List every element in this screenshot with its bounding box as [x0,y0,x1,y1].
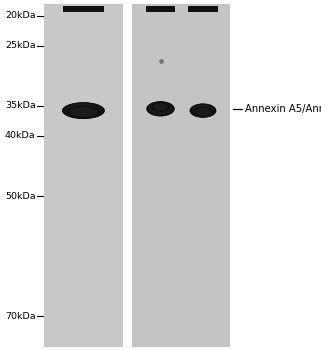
Text: 20kDa: 20kDa [5,11,36,20]
Ellipse shape [148,102,173,116]
Ellipse shape [193,107,213,117]
Ellipse shape [152,103,169,111]
Ellipse shape [190,104,216,117]
Ellipse shape [67,104,100,118]
Ellipse shape [65,103,101,118]
Ellipse shape [152,103,169,112]
Ellipse shape [190,104,216,118]
Ellipse shape [196,108,210,116]
Ellipse shape [146,101,175,117]
Ellipse shape [150,103,171,115]
Ellipse shape [192,104,214,117]
Bar [44,4,123,346]
Ellipse shape [150,103,171,115]
Bar [188,6,218,12]
Ellipse shape [63,103,104,119]
Ellipse shape [153,103,168,111]
Ellipse shape [63,103,104,119]
Ellipse shape [70,107,97,117]
Ellipse shape [147,102,174,116]
Ellipse shape [193,105,213,116]
Ellipse shape [196,108,210,116]
Ellipse shape [154,104,167,111]
Ellipse shape [62,102,105,119]
Ellipse shape [71,107,96,117]
Text: 25kDa: 25kDa [5,41,36,50]
Ellipse shape [68,106,99,117]
Ellipse shape [152,103,169,111]
Ellipse shape [67,104,100,117]
Ellipse shape [148,102,173,116]
Ellipse shape [70,107,97,117]
Ellipse shape [195,107,212,116]
Ellipse shape [152,102,169,112]
Ellipse shape [64,103,103,118]
Ellipse shape [194,107,212,117]
Text: 40kDa: 40kDa [5,131,36,140]
Text: 50kDa: 50kDa [5,191,36,201]
Ellipse shape [189,104,216,118]
Text: 35kDa: 35kDa [5,101,36,110]
Text: 70kDa: 70kDa [5,312,36,321]
Ellipse shape [147,102,174,116]
Ellipse shape [69,106,98,117]
Ellipse shape [193,105,213,117]
Ellipse shape [195,107,211,116]
Ellipse shape [150,103,171,114]
Text: Annexin A5/Annexin V: Annexin A5/Annexin V [246,104,321,114]
Ellipse shape [192,105,214,117]
Ellipse shape [68,104,99,117]
Ellipse shape [66,104,101,118]
Ellipse shape [153,103,168,111]
Ellipse shape [193,105,213,116]
Ellipse shape [154,103,167,111]
Ellipse shape [195,108,211,116]
Bar [63,6,104,12]
Bar [145,6,176,12]
Ellipse shape [194,107,212,117]
Ellipse shape [153,103,168,111]
Ellipse shape [72,107,95,116]
Ellipse shape [65,103,102,118]
Ellipse shape [149,102,172,116]
Ellipse shape [69,106,98,117]
Ellipse shape [68,106,99,118]
Bar [132,4,230,346]
Ellipse shape [191,104,215,117]
Ellipse shape [71,107,96,117]
Ellipse shape [191,104,215,117]
Ellipse shape [195,107,211,116]
Ellipse shape [194,107,213,117]
Ellipse shape [153,103,168,111]
Ellipse shape [149,103,172,115]
Ellipse shape [67,106,100,118]
